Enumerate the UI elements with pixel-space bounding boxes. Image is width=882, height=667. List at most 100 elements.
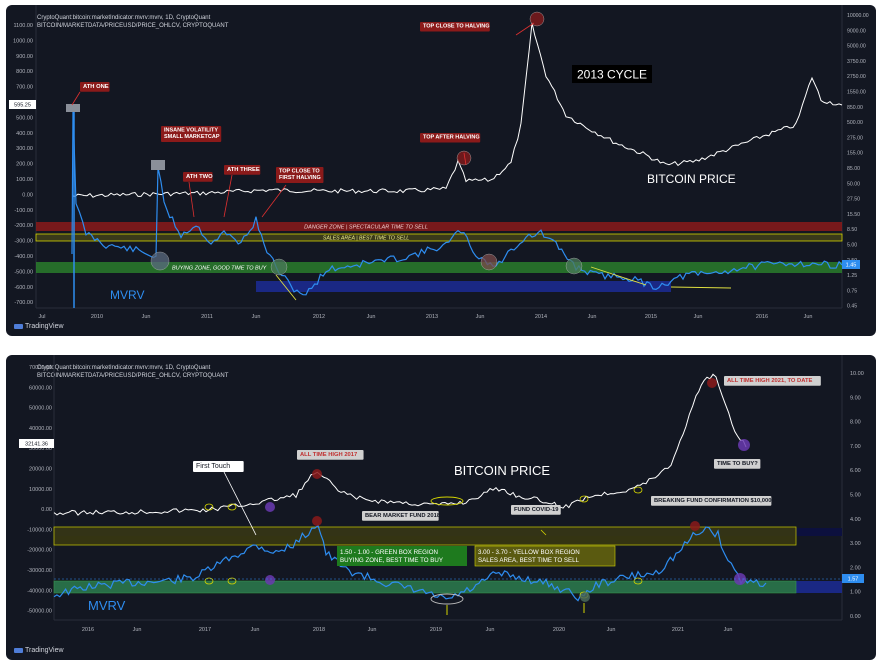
annotation-ath-2017: ALL TIME HIGH 2017 — [300, 452, 357, 458]
right-axis-tick: 0.75 — [847, 288, 857, 294]
yellow-box-label: 3.00 - 3.70 - YELLOW BOX REGION — [478, 549, 580, 556]
highlight-circle — [707, 378, 717, 388]
x-axis-tick: 2021 — [672, 627, 684, 633]
volatility-marker — [151, 160, 165, 170]
x-axis-tick: Jun — [367, 314, 376, 320]
right-axis-tick: 3750.00 — [847, 59, 866, 65]
annotation-bear-market: BEAR MARKET FUND 2018 — [365, 513, 441, 519]
annotation-top-first-halving-box — [276, 167, 324, 183]
chart-canvas-2013[interactable]: 1100.001000.00900.00800.00700.00600.0050… — [6, 5, 876, 336]
left-axis-tick: -10000.00 — [27, 527, 52, 533]
annotation-top-close-halving: TOP CLOSE TO HALVING — [423, 24, 490, 30]
bitcoin-price-label: BITCOIN PRICE — [454, 463, 550, 478]
tradingview-icon — [14, 323, 23, 329]
right-axis-tick: 9000.00 — [847, 28, 866, 34]
right-axis-tick: 850.00 — [847, 105, 863, 111]
left-axis-tick: -400.00 — [14, 254, 33, 260]
yellow-marker — [579, 495, 589, 503]
buying-zone-band — [36, 262, 842, 273]
highlight-circle — [480, 253, 498, 271]
left-axis-tick: 50000.00 — [29, 406, 52, 412]
highlight-circle — [456, 150, 472, 166]
left-axis-tick: -50000.00 — [27, 609, 52, 615]
mvrv-line — [53, 524, 767, 602]
annotation-ath-2017-box — [297, 450, 364, 460]
right-axis-tick: 4.00 — [850, 517, 861, 523]
yellow-arrow — [590, 266, 647, 286]
x-axis-tick: Jun — [252, 314, 261, 320]
annotation-top-close-halving-box — [420, 22, 490, 32]
chart-header: CryptoQuant:bitcoin:marketIndicator:mvrv… — [37, 14, 228, 30]
x-axis-tick: 2014 — [535, 314, 547, 320]
tradingview-logo[interactable]: TradingView — [14, 323, 64, 330]
highlight-circle — [312, 469, 322, 479]
annotation-ath-three-box — [224, 165, 261, 175]
yellow-box-label-bg — [474, 545, 616, 567]
right-axis-tick: 2750.00 — [847, 74, 866, 80]
right-mvrv-marker-box — [842, 260, 860, 269]
annotation-ath-three: ATH THREE — [227, 167, 260, 173]
x-axis-tick: 2019 — [430, 627, 442, 633]
yellow-box-label: SALES AREA, BEST TIME TO SELL — [478, 557, 580, 564]
right-axis-tick: 5.00 — [847, 243, 857, 249]
annotation-insane-volatility: INSANE VOLATILITY — [164, 128, 218, 134]
left-axis-tick: -40000.00 — [27, 588, 52, 594]
right-axis-tick: 50.00 — [847, 181, 860, 187]
highlight-circle — [265, 575, 275, 585]
x-axis-tick: Jun — [694, 314, 703, 320]
left-axis-tick: 200.00 — [16, 162, 33, 168]
left-axis-tick: 300.00 — [16, 146, 33, 152]
x-axis-tick: Jun — [724, 627, 733, 633]
bitcoin-price-label: BITCOIN PRICE — [647, 172, 736, 186]
highlight-circle — [565, 257, 583, 275]
x-axis-tick: 2012 — [313, 314, 325, 320]
x-axis-tick: Jun — [607, 627, 616, 633]
right-axis-tick: 15.50 — [847, 212, 860, 218]
annotation-top-first-halving: FIRST HALVING — [279, 175, 321, 181]
x-axis-tick: 2017 — [199, 627, 211, 633]
annotation-covid: FUND COVID-19 — [514, 507, 559, 513]
tradingview-label: TradingView — [25, 323, 64, 330]
left-axis-tick: 40000.00 — [29, 426, 52, 432]
left-axis-tick: -200.00 — [14, 223, 33, 229]
right-axis-tick: 27.50 — [847, 197, 860, 203]
green-box-label: 1.50 - 1.00 - GREEN BOX REGION — [340, 549, 438, 556]
left-axis-tick: -20000.00 — [27, 548, 52, 554]
left-axis-tick: -500.00 — [14, 269, 33, 275]
left-axis-tick: 900.00 — [16, 54, 33, 60]
annotation-ath-2021: ALL TIME HIGH 2021, TO DATE — [727, 378, 812, 384]
left-axis-tick: 0.00 — [41, 507, 52, 513]
right-axis-tick: 1.00 — [850, 590, 861, 596]
tradingview-logo[interactable]: TradingView — [14, 647, 64, 654]
right-axis-tick: 0.00 — [850, 614, 861, 620]
right-axis-tick: 3.00 — [850, 541, 861, 547]
highlight-circle — [150, 251, 170, 271]
right-axis-tick: 8.00 — [850, 420, 861, 426]
right-mvrv-marker: 1.45 — [846, 263, 857, 269]
yellow-box-region — [53, 526, 797, 546]
annotation-ath-one: ATH ONE — [83, 84, 109, 90]
x-axis-tick: 2020 — [553, 627, 565, 633]
left-axis-tick: 70000.00 — [29, 365, 52, 371]
annotation-arrow — [463, 152, 467, 166]
left-price-marker: 32141.36 — [25, 442, 48, 448]
annotation-insane-volatility: SMALL MARKETCAP — [164, 134, 220, 140]
yellow-marker — [204, 503, 214, 511]
chart-canvas-2021[interactable]: 70000.00 60000.00 50000.00 40000.00 30000.00… — [6, 355, 876, 660]
annotation-top-after-halving: TOP AFTER HALVING — [423, 135, 480, 141]
yellow-marker — [227, 577, 237, 585]
mvrv-label: MVRV — [88, 598, 126, 613]
header-line-1: CryptoQuant:bitcoin:marketIndicator:mvrv… — [37, 365, 211, 371]
annotation-ath-two: ATH TWO — [186, 174, 213, 180]
annotation-arrow — [223, 174, 233, 218]
header-line-2: BITCOIN/MARKETDATA/PRICEUSD/PRICE_OHLCV,… — [37, 373, 229, 379]
right-axis-tick: 8.50 — [847, 227, 857, 233]
right-axis-tick: 6.00 — [850, 468, 861, 474]
annotation-covid-box — [511, 505, 561, 515]
right-axis-tick: 0.45 — [847, 304, 857, 310]
chart-header: CryptoQuant:bitcoin:marketIndicator:mvrv… — [37, 364, 228, 380]
x-axis-tick: Jun — [133, 627, 142, 633]
yellow-marker — [633, 486, 643, 494]
x-axis-tick: Jun — [476, 314, 485, 320]
left-axis-tick: 1000.00 — [13, 38, 33, 44]
